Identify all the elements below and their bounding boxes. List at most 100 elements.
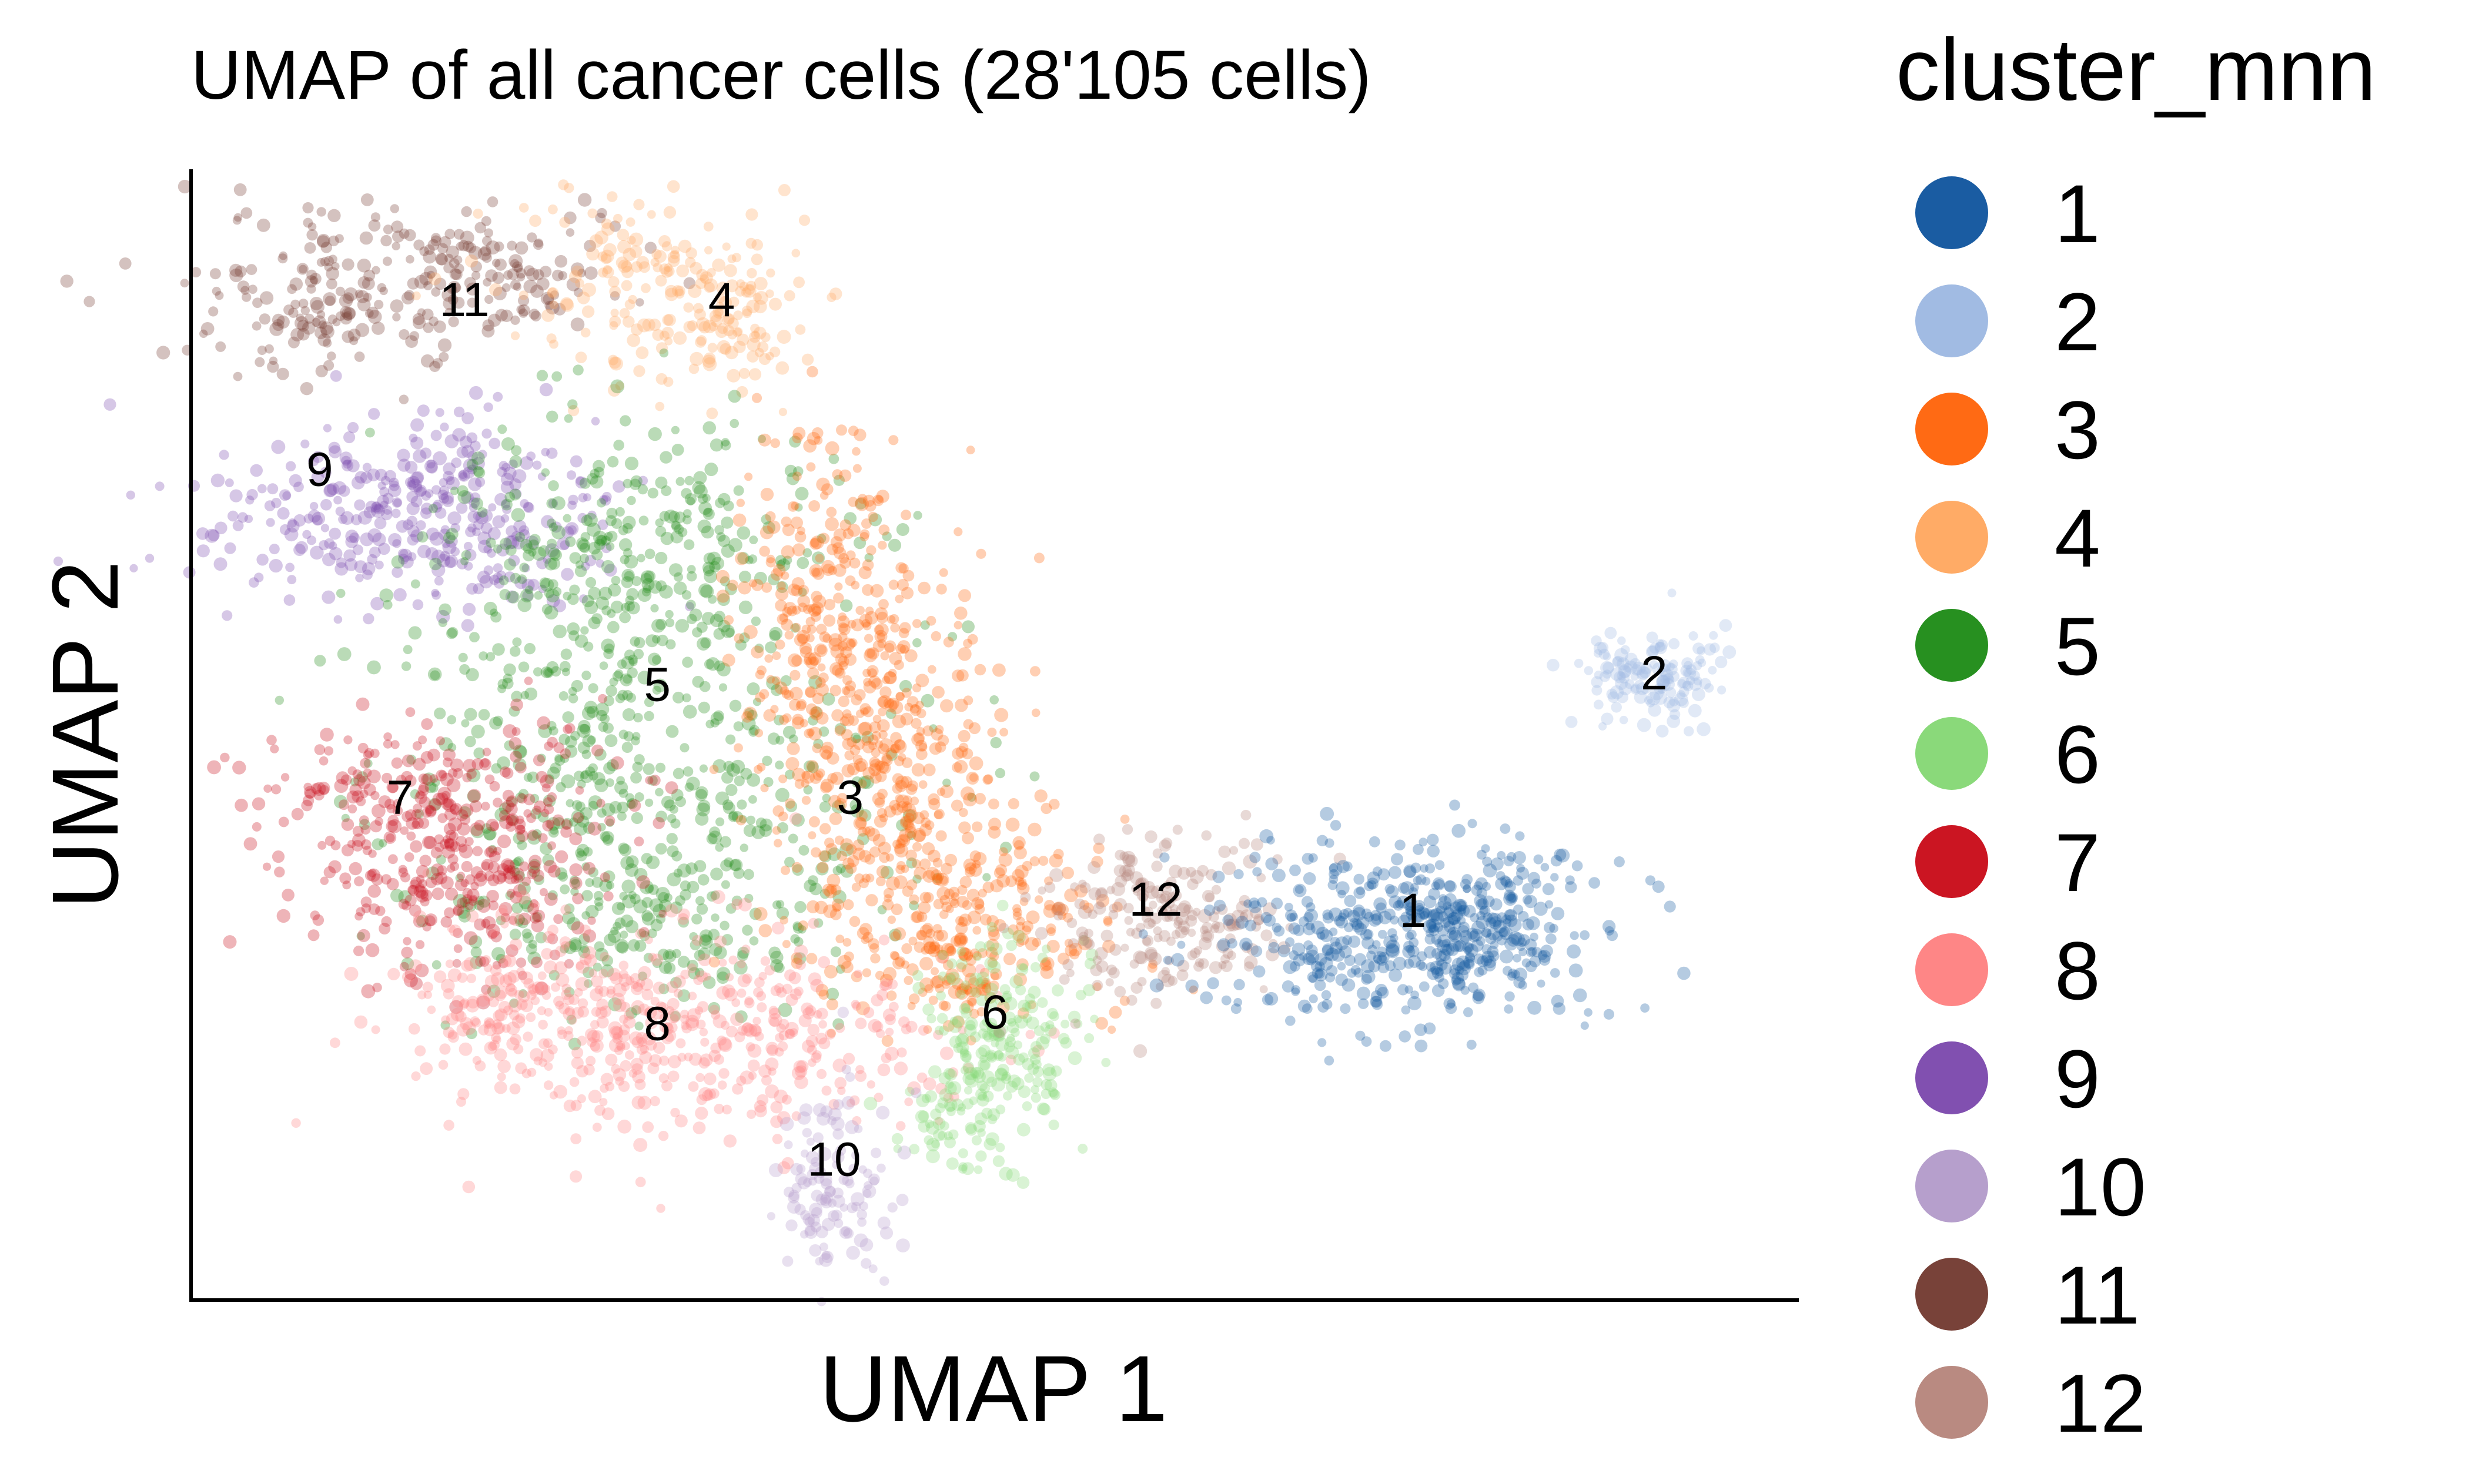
cell-point: [615, 381, 624, 391]
cell-point: [620, 673, 633, 686]
cell-point: [815, 862, 829, 876]
cell-point: [552, 814, 564, 826]
cell-point: [589, 234, 603, 248]
cell-point: [1193, 946, 1203, 955]
cell-point: [766, 268, 775, 278]
cell-point: [601, 542, 612, 554]
cell-point: [1207, 977, 1219, 990]
cell-point: [480, 522, 493, 534]
cell-point: [1325, 972, 1336, 983]
cell-point: [362, 277, 375, 290]
cell-point: [847, 762, 860, 776]
cell-point: [1420, 864, 1428, 873]
cell-point: [563, 1007, 576, 1021]
cell-point: [734, 743, 743, 753]
cell-point: [637, 318, 651, 333]
cell-point: [520, 456, 534, 470]
cell-point: [941, 863, 953, 875]
cell-point: [356, 932, 365, 940]
cell-point: [881, 753, 892, 764]
cell-point: [607, 609, 616, 618]
cell-point: [877, 1063, 891, 1077]
cell-point: [695, 786, 708, 799]
cell-point: [696, 621, 708, 633]
cell-point: [619, 970, 628, 980]
cell-point: [785, 757, 799, 771]
cell-point: [570, 887, 579, 896]
cell-point: [580, 554, 589, 564]
cell-point: [379, 923, 391, 934]
cell-point: [912, 859, 921, 869]
cell-point: [287, 284, 297, 294]
cell-point: [440, 422, 449, 432]
cell-point: [470, 492, 481, 503]
cell-point: [878, 743, 889, 755]
cell-point: [304, 313, 315, 324]
cell-point: [958, 1164, 968, 1174]
cell-point: [510, 751, 522, 763]
cell-point: [315, 326, 327, 340]
cell-point: [568, 994, 580, 1006]
cell-point: [665, 287, 678, 302]
cell-point: [537, 753, 546, 763]
cell-point: [367, 868, 380, 882]
cell-point: [985, 992, 997, 1004]
cell-point: [215, 341, 226, 352]
cell-point: [919, 858, 931, 870]
cell-point: [770, 950, 784, 964]
cell-point: [775, 761, 784, 770]
cell-point: [628, 891, 637, 900]
cell-point: [827, 773, 838, 784]
cell-point: [415, 963, 429, 977]
cell-point: [564, 1026, 573, 1035]
cell-point: [661, 796, 674, 809]
cell-point: [464, 902, 474, 910]
cell-point: [523, 543, 534, 554]
cell-point: [908, 993, 920, 1004]
cell-point: [530, 996, 540, 1006]
cell-point: [512, 637, 522, 647]
cell-point: [457, 1088, 470, 1100]
cell-point: [838, 553, 849, 564]
cell-point: [1704, 683, 1714, 693]
cell-point: [548, 522, 558, 532]
cell-point: [467, 996, 480, 1009]
cell-point: [943, 637, 954, 648]
cell-point: [527, 830, 541, 845]
cell-point: [939, 910, 949, 919]
cell-point: [1315, 969, 1325, 979]
cell-point: [748, 1024, 761, 1037]
cell-point: [323, 360, 334, 371]
cell-point: [888, 668, 897, 678]
cell-point: [1033, 552, 1045, 564]
cell-point: [1022, 920, 1033, 932]
cell-point: [427, 239, 440, 251]
cell-point: [721, 438, 730, 447]
cell-point: [1124, 916, 1133, 925]
cell-point: [712, 258, 725, 272]
cell-point: [544, 588, 554, 598]
cell-point: [1646, 631, 1658, 644]
cell-point: [774, 681, 788, 695]
cell-point: [499, 809, 510, 821]
cell-point: [876, 632, 885, 641]
cell-point: [720, 920, 730, 931]
cell-point: [446, 628, 457, 639]
cell-point: [430, 235, 442, 247]
cell-point: [979, 1060, 990, 1071]
cell-point: [451, 283, 461, 293]
cell-point: [354, 471, 367, 484]
cell-point: [316, 207, 326, 217]
cell-point: [1015, 1015, 1029, 1029]
cell-point: [787, 1200, 801, 1214]
cell-point: [822, 634, 832, 644]
cell-point: [611, 902, 625, 915]
cell-point: [958, 647, 972, 661]
cell-point: [1025, 937, 1039, 951]
cell-point: [747, 682, 760, 695]
cell-point: [1003, 1041, 1015, 1053]
cell-point: [963, 792, 977, 807]
cell-point: [962, 900, 972, 910]
cell-point: [476, 995, 490, 1010]
cell-point: [864, 553, 874, 562]
